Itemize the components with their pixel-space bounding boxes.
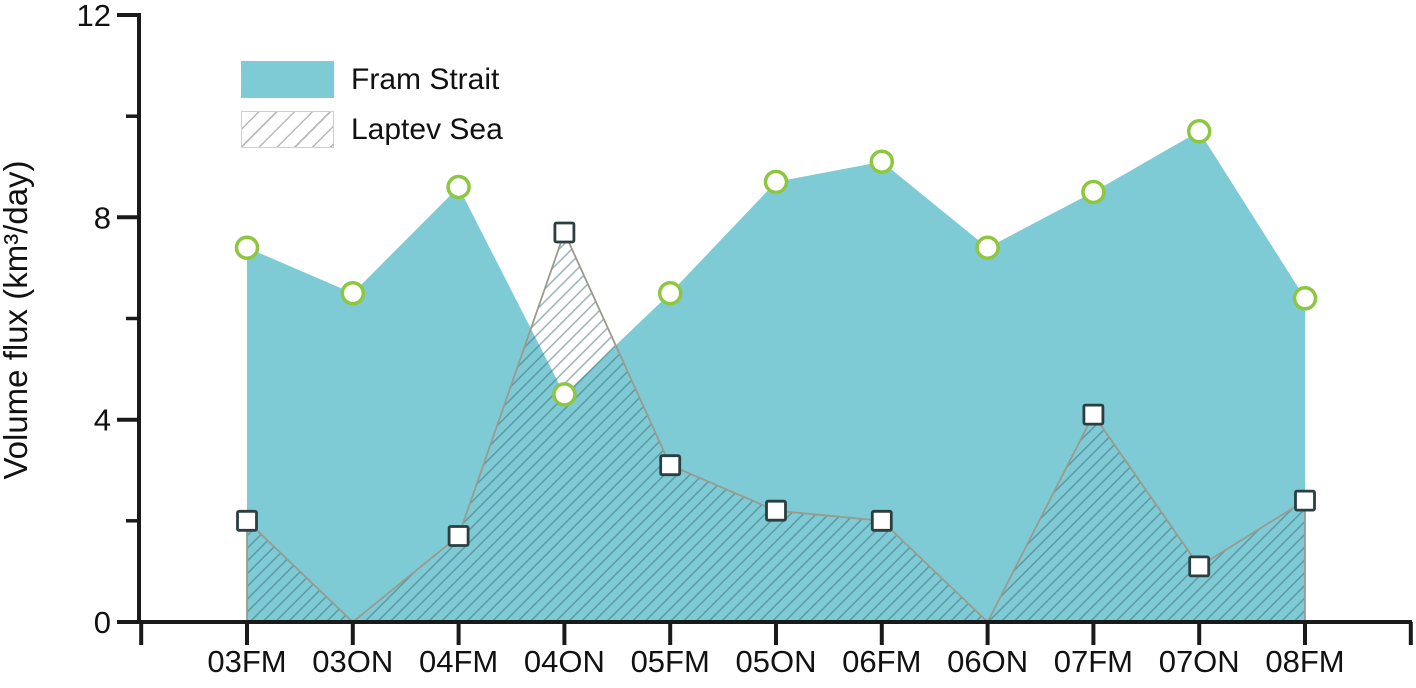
laptev-sea-marker bbox=[447, 525, 470, 547]
legend: Fram Strait Laptev Sea bbox=[241, 61, 503, 161]
x-tick-label: 03FM bbox=[207, 644, 286, 679]
x-tick-label: 06FM bbox=[842, 644, 921, 679]
x-tick-label: 05ON bbox=[736, 644, 817, 679]
laptev-sea-area bbox=[246, 230, 1306, 624]
y-tick-label: 0 bbox=[94, 605, 111, 640]
legend-item-fram-strait: Fram Strait bbox=[241, 61, 503, 98]
y-tick-label: 4 bbox=[94, 403, 111, 438]
fram-strait-label: Fram Strait bbox=[351, 63, 500, 96]
x-tick-label: 05FM bbox=[631, 644, 710, 679]
laptev-sea-marker bbox=[1188, 555, 1211, 578]
fram-strait-marker bbox=[869, 149, 895, 174]
laptev-sea-marker bbox=[765, 499, 787, 522]
fram-strait-marker bbox=[1081, 179, 1106, 205]
laptev-sea-marker bbox=[236, 509, 258, 532]
x-tick-label: 06ON bbox=[947, 644, 1028, 679]
laptev-sea-swatch bbox=[241, 111, 334, 148]
fram-strait-marker bbox=[552, 382, 577, 407]
laptev-sea-label: Laptev Sea bbox=[351, 113, 503, 146]
x-tick-label: 07ON bbox=[1159, 644, 1240, 679]
legend-item-laptev-sea: Laptev Sea bbox=[241, 111, 503, 148]
x-tick-label: 08FM bbox=[1265, 644, 1344, 679]
fram-strait-marker bbox=[1292, 286, 1318, 311]
fram-strait-marker bbox=[234, 235, 260, 260]
fram-strait-marker bbox=[657, 280, 683, 306]
x-tick-label: 03ON bbox=[312, 644, 393, 679]
laptev-sea-marker bbox=[870, 509, 893, 532]
laptev-sea-marker bbox=[1082, 403, 1105, 426]
x-tick-label: 04FM bbox=[419, 644, 498, 679]
fram-strait-marker bbox=[446, 174, 471, 200]
fram-strait-marker bbox=[340, 280, 366, 306]
y-tick-label: 12 bbox=[77, 0, 111, 33]
laptev-sea-marker bbox=[1294, 489, 1316, 512]
fram-strait-marker bbox=[1186, 119, 1212, 144]
x-tick-label: 04ON bbox=[524, 644, 605, 679]
fram-strait-marker bbox=[975, 235, 1000, 260]
fram-strait-marker bbox=[763, 169, 789, 195]
y-tick-label: 8 bbox=[94, 200, 111, 235]
x-tick-label: 07FM bbox=[1054, 644, 1133, 679]
fram-strait-swatch bbox=[241, 61, 334, 98]
laptev-sea-marker bbox=[553, 221, 576, 244]
y-axis-title: Volume flux (km³/day) bbox=[0, 160, 34, 479]
laptev-sea-marker bbox=[659, 454, 682, 477]
